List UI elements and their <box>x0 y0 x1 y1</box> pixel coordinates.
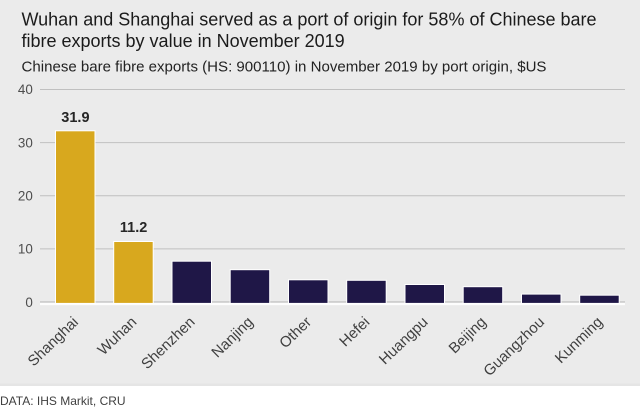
svg-text:fibre exports by value in Nove: fibre exports by value in November 2019 <box>22 31 345 51</box>
svg-text:DATA: IHS Markit, CRU: DATA: IHS Markit, CRU <box>0 394 126 408</box>
svg-text:Chinese bare fibre exports (HS: Chinese bare fibre exports (HS: 900110) … <box>22 59 547 76</box>
svg-text:10: 10 <box>18 242 33 257</box>
svg-text:Wuhan and Shanghai served as a: Wuhan and Shanghai served as a port of o… <box>22 10 597 30</box>
svg-text:30: 30 <box>18 135 33 150</box>
svg-text:40: 40 <box>18 82 33 97</box>
svg-text:11.2: 11.2 <box>120 220 147 236</box>
svg-text:0: 0 <box>25 295 32 310</box>
svg-text:31.9: 31.9 <box>61 110 89 126</box>
svg-text:20: 20 <box>18 189 33 204</box>
